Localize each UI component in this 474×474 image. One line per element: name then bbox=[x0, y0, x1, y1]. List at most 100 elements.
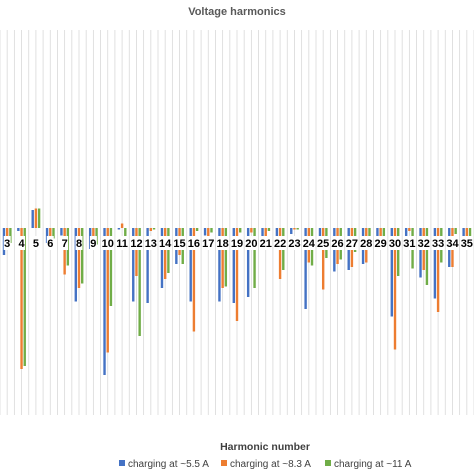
tick-label-bg bbox=[417, 236, 430, 250]
x-tick-label: 33 bbox=[432, 238, 444, 250]
bar-charging-at-8-3-a-h21 bbox=[264, 228, 267, 243]
x-tick-label: 10 bbox=[102, 238, 114, 250]
bar-charging-at-8-3-a-h23 bbox=[293, 228, 296, 230]
legend-swatch bbox=[119, 460, 125, 466]
legend: charging at ~5.5 A charging at ~8.3 A char… bbox=[119, 459, 412, 470]
bar-charging-at-5-5-a-h21 bbox=[261, 228, 264, 243]
x-tick-label: 29 bbox=[375, 238, 387, 250]
x-tick-label: 24 bbox=[303, 238, 316, 250]
tick-label-bg bbox=[231, 236, 243, 250]
bar-charging-at-5-5-a-h19 bbox=[232, 228, 235, 303]
bar-charging-at-5-5-a-h8 bbox=[74, 228, 77, 302]
tick-label-bg bbox=[75, 236, 83, 250]
bar-charging-at-11-a-h3 bbox=[9, 228, 12, 243]
x-tick-label: 12 bbox=[130, 238, 142, 250]
bar-charging-at-8-3-a-h17 bbox=[207, 228, 210, 240]
bar-charging-at-8-3-a-h12 bbox=[135, 228, 138, 276]
bar-charging-at-8-3-a-h29 bbox=[379, 228, 382, 242]
legend-swatch bbox=[325, 460, 331, 466]
tick-label-bg bbox=[460, 236, 473, 250]
tick-label-bg bbox=[345, 236, 358, 250]
x-tick-label: 8 bbox=[76, 238, 82, 250]
x-tick-label: 15 bbox=[173, 238, 185, 250]
bar-charging-at-11-a-h20 bbox=[253, 228, 256, 288]
bar-charging-at-11-a-h5 bbox=[37, 208, 41, 228]
legend-label: charging at ~5.5 A bbox=[128, 459, 209, 470]
tick-label-bg bbox=[259, 236, 272, 250]
bar-charging-at-5-5-a-h25 bbox=[318, 228, 322, 242]
bar-charging-at-8-3-a-h7 bbox=[63, 228, 66, 275]
x-tick-label: 13 bbox=[145, 238, 157, 250]
tick-label-bg bbox=[173, 236, 186, 250]
bar-charging-at-8-3-a-h14 bbox=[163, 228, 167, 279]
bar-charging-at-8-3-a-h5 bbox=[34, 208, 38, 228]
tick-label-bg bbox=[302, 236, 315, 250]
tick-label-bg bbox=[389, 236, 401, 250]
bar-charging-at-11-a-h12 bbox=[138, 228, 141, 336]
bar-charging-at-8-3-a-h25 bbox=[321, 228, 325, 290]
x-tick-label: 23 bbox=[288, 238, 300, 250]
bar-charging-at-11-a-h4 bbox=[23, 228, 26, 366]
bar-charging-at-5-5-a-h18 bbox=[218, 228, 221, 302]
tick-label-bg bbox=[159, 236, 172, 250]
bar-charging-at-5-5-a-h23 bbox=[290, 228, 293, 234]
legend-swatch bbox=[221, 460, 227, 466]
bar-charging-at-11-a-h18 bbox=[224, 228, 228, 287]
tick-label-bg bbox=[130, 236, 143, 250]
bar-charging-at-8-3-a-h9 bbox=[92, 228, 95, 239]
tick-label-bg bbox=[374, 236, 387, 250]
gridlines bbox=[0, 30, 474, 415]
legend-label: charging at ~11 A bbox=[334, 459, 412, 470]
tick-label-bg bbox=[101, 236, 114, 250]
bar-charging-at-8-3-a-h20 bbox=[250, 228, 253, 233]
bar-charging-at-8-3-a-h11 bbox=[120, 223, 124, 228]
bar-charging-at-5-5-a-h10 bbox=[103, 228, 106, 375]
bar-charging-at-11-a-h28 bbox=[368, 228, 371, 242]
bar-charging-at-5-5-a-h31 bbox=[404, 228, 408, 243]
x-tick-label: 25 bbox=[317, 238, 329, 250]
x-tick-label: 5 bbox=[33, 238, 39, 250]
bar-charging-at-5-5-a-h13 bbox=[146, 228, 149, 303]
bar-charging-at-11-a-h23 bbox=[296, 228, 299, 230]
bar-charging-at-8-3-a-h16 bbox=[192, 228, 196, 332]
x-tick-label: 31 bbox=[403, 238, 415, 250]
x-tick-label: 19 bbox=[231, 238, 243, 250]
x-tick-label: 6 bbox=[47, 238, 53, 250]
tick-label-bg bbox=[144, 236, 157, 250]
bar-charging-at-11-a-h21 bbox=[267, 228, 271, 231]
bar-charging-at-11-a-h13 bbox=[152, 228, 156, 230]
bar-charging-at-5-5-a-h32 bbox=[419, 228, 422, 278]
bar-charging-at-5-5-a-h30 bbox=[390, 228, 393, 317]
x-tick-label: 20 bbox=[245, 238, 257, 250]
x-tick-label: 18 bbox=[217, 238, 229, 250]
tick-label-bg bbox=[18, 236, 26, 250]
bar-charging-at-5-5-a-h20 bbox=[246, 228, 250, 297]
tick-label-bg bbox=[61, 236, 69, 250]
x-axis-label: Harmonic number bbox=[220, 441, 310, 453]
x-tick-label: 11 bbox=[116, 238, 128, 250]
bar-charging-at-8-3-a-h30 bbox=[393, 228, 397, 350]
x-tick-label: 35 bbox=[461, 238, 473, 250]
bar-charging-at-5-5-a-h12 bbox=[132, 228, 135, 302]
tick-label-bg bbox=[3, 236, 11, 250]
bar-charging-at-11-a-h29 bbox=[382, 228, 386, 239]
tick-label-bg bbox=[187, 236, 200, 250]
tick-label-bg bbox=[446, 236, 459, 250]
x-tick-label: 16 bbox=[188, 238, 200, 250]
bar-charging-at-5-5-a-h33 bbox=[433, 228, 437, 299]
x-tick-label: 7 bbox=[62, 238, 68, 250]
tick-label-bg bbox=[216, 236, 229, 250]
x-tick-label: 17 bbox=[202, 238, 214, 250]
bar-charging-at-8-3-a-h13 bbox=[149, 228, 153, 231]
tick-label-bg bbox=[46, 236, 54, 250]
bars bbox=[2, 208, 472, 375]
tick-label-bg bbox=[432, 236, 445, 250]
x-tick-label: 34 bbox=[446, 238, 459, 250]
legend-label: charging at ~8.3 A bbox=[230, 459, 311, 470]
bar-charging-at-11-a-h32 bbox=[425, 228, 429, 285]
tick-label-bg bbox=[403, 236, 416, 250]
bar-charging-at-11-a-h14 bbox=[167, 228, 170, 273]
bar-charging-at-8-3-a-h31 bbox=[408, 228, 411, 231]
tick-label-bg bbox=[317, 236, 330, 250]
